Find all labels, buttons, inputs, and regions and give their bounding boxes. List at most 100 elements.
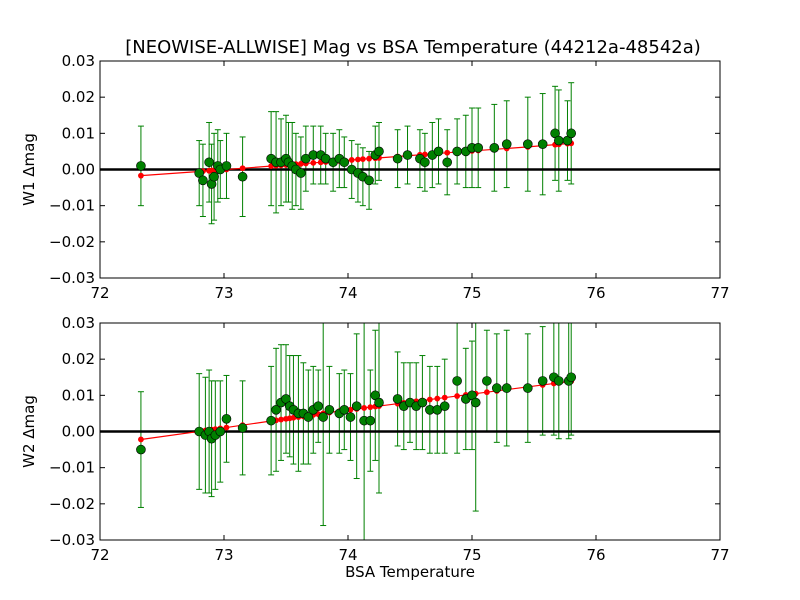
data-point-27 <box>365 415 376 426</box>
y-tick-label: 0.02 <box>62 350 95 368</box>
data-point-21 <box>324 404 335 415</box>
data-point-36 <box>433 146 444 157</box>
plot-content-w1 <box>100 82 720 225</box>
data-point-6 <box>215 426 226 437</box>
fit-marker-28 <box>366 155 372 162</box>
fit-marker-27 <box>367 404 374 411</box>
y-tick-label: −0.03 <box>49 269 95 287</box>
x-tick-label: 74 <box>338 284 357 302</box>
x-tick-label: 77 <box>710 546 729 564</box>
x-tick-label: 75 <box>462 284 481 302</box>
data-point-7 <box>221 414 232 424</box>
x-tick-label: 75 <box>462 546 481 564</box>
data-point-10 <box>271 404 281 415</box>
data-point-8 <box>237 423 248 433</box>
plot-content-w2 <box>100 323 720 540</box>
x-axis-label: BSA Temperature <box>345 563 475 581</box>
data-point-9 <box>266 415 276 426</box>
data-point-50 <box>566 372 577 383</box>
data-point-20 <box>318 412 329 422</box>
data-point-38 <box>452 146 462 157</box>
fit-marker-11 <box>278 416 284 423</box>
y-tick-label: 0.01 <box>62 386 95 404</box>
fit-marker-37 <box>444 149 451 156</box>
fit-marker-26 <box>361 405 368 411</box>
fit-marker-26 <box>355 156 361 163</box>
y-axis-label-w1: W1 Δmag <box>20 133 38 206</box>
fit-marker-42 <box>483 389 490 396</box>
data-point-19 <box>313 401 324 411</box>
fit-marker-37 <box>441 394 448 401</box>
data-point-41 <box>473 143 484 153</box>
data-point-30 <box>374 146 384 157</box>
data-point-25 <box>351 401 362 411</box>
fit-marker-38 <box>454 393 461 399</box>
x-tick-label: 76 <box>586 284 605 302</box>
data-point-37 <box>439 401 450 411</box>
data-point-43 <box>501 139 512 149</box>
x-tick-label: 73 <box>214 284 233 302</box>
x-tick-label: 72 <box>90 284 109 302</box>
data-point-44 <box>522 139 533 149</box>
data-point-32 <box>402 150 413 160</box>
y-tick-label: −0.02 <box>49 233 95 251</box>
data-point-46 <box>537 376 548 386</box>
ticks-w2: 72 73 74 75 76 77 −0.03 −0.02 −0.01 0.00 0.01 0.02 0… <box>49 314 730 564</box>
fit-marker-0 <box>138 172 144 179</box>
data-point-3 <box>204 157 214 168</box>
data-point-49 <box>566 128 577 139</box>
data-point-29 <box>374 397 384 408</box>
data-point-42 <box>482 376 492 386</box>
x-tick-label: 74 <box>338 546 357 564</box>
fit-marker-19 <box>310 159 317 166</box>
data-point-43 <box>491 383 502 393</box>
chart-title: [NEOWISE-ALLWISE] Mag vs BSA Temperature… <box>125 37 701 58</box>
panel-w1: 72 73 74 75 76 77 −0.03 −0.02 −0.01 0.00 0.01 0.02 0… <box>20 52 730 302</box>
data-point-28 <box>364 175 374 186</box>
data-point-24 <box>345 412 356 422</box>
ticks-w1: 72 73 74 75 76 77 −0.03 −0.02 −0.01 0.00 0.01 0.02 0… <box>49 52 730 302</box>
fit-marker-0 <box>138 436 144 443</box>
data-point-41 <box>470 397 481 408</box>
data-point-0 <box>136 444 146 455</box>
y-tick-label: 0.00 <box>62 161 95 179</box>
fit-marker-36 <box>434 395 441 402</box>
data-point-47 <box>553 135 564 146</box>
fit-marker-35 <box>426 396 433 403</box>
y-tick-label: 0.02 <box>62 88 95 106</box>
x-tick-label: 77 <box>710 284 729 302</box>
data-point-45 <box>537 139 548 149</box>
x-tick-label: 76 <box>586 546 605 564</box>
fit-marker-34 <box>421 151 428 158</box>
y-tick-label: −0.01 <box>49 197 95 215</box>
data-point-17 <box>303 412 314 422</box>
y-axis-label-w2: W2 Δmag <box>20 395 38 468</box>
data-point-24 <box>339 157 350 168</box>
y-tick-label: −0.01 <box>49 459 95 477</box>
data-point-17 <box>296 168 306 178</box>
x-tick-label: 72 <box>90 546 109 564</box>
data-point-34 <box>417 397 428 408</box>
panel-w2: 72 73 74 75 76 77 −0.03 −0.02 −0.01 0.00 0.01 0.02 0… <box>20 314 730 564</box>
y-tick-label: 0.03 <box>62 314 95 332</box>
y-tick-label: 0.01 <box>62 124 95 142</box>
data-point-31 <box>392 153 403 164</box>
data-point-45 <box>522 383 533 393</box>
data-point-48 <box>553 376 564 386</box>
data-point-8 <box>221 161 232 171</box>
data-point-34 <box>420 157 430 168</box>
fit-marker-25 <box>348 157 355 163</box>
fit-marker-9 <box>239 165 246 172</box>
data-point-44 <box>501 383 512 393</box>
y-tick-label: 0.00 <box>62 423 95 441</box>
y-tick-label: −0.02 <box>49 495 95 513</box>
data-point-37 <box>442 157 453 168</box>
data-point-0 <box>136 161 146 171</box>
data-point-23 <box>339 404 350 415</box>
data-point-9 <box>237 171 248 182</box>
y-tick-label: −0.03 <box>49 531 95 549</box>
data-point-30 <box>392 394 403 404</box>
data-point-2 <box>198 175 208 186</box>
data-point-42 <box>489 143 500 153</box>
data-point-38 <box>452 376 462 386</box>
